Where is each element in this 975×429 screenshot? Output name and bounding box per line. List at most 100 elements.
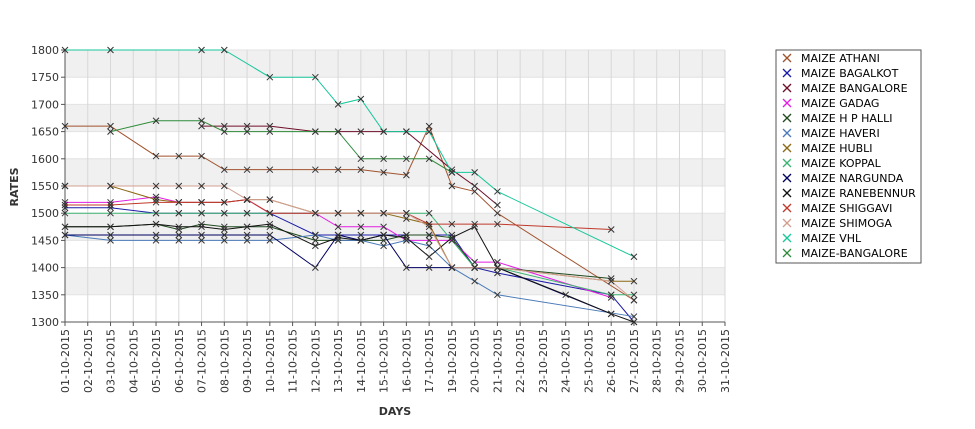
legend-item: MAIZE VHL	[782, 232, 862, 245]
data-point	[448, 169, 456, 176]
x-tick-label: 06-10-2015	[173, 329, 186, 393]
data-point	[61, 209, 69, 217]
data-point	[198, 198, 205, 206]
x-tick-label: 16-10-2015	[400, 329, 413, 393]
x-tick-label: 24-10-2015	[560, 329, 573, 393]
data-point	[403, 234, 410, 242]
data-point	[357, 128, 365, 135]
data-point	[448, 182, 456, 190]
data-point	[607, 226, 615, 233]
data-point	[198, 223, 205, 231]
legend-item: MAIZE HUBLI	[782, 142, 872, 155]
data-point	[380, 231, 387, 239]
data-point	[380, 242, 387, 250]
series-path	[64, 234, 635, 318]
y-tick-label: 1600	[31, 153, 59, 166]
data-point	[220, 209, 228, 217]
data-point	[311, 128, 319, 135]
legend-item: MAIZE GADAG	[782, 97, 879, 110]
data-point	[425, 155, 433, 163]
data-point	[107, 223, 114, 231]
data-point	[198, 152, 205, 160]
x-tick-label: 12-10-2015	[309, 329, 322, 393]
data-point	[494, 264, 501, 271]
legend-item: MAIZE BAGALKOT	[782, 67, 899, 80]
data-point	[448, 264, 456, 271]
data-point	[266, 128, 274, 135]
x-tick-label: 01-10-2015	[59, 329, 72, 393]
data-point	[334, 209, 342, 217]
data-point	[380, 128, 387, 135]
data-point	[220, 226, 228, 233]
y-tick-label: 1350	[31, 289, 59, 302]
data-point	[175, 182, 183, 190]
data-point	[311, 209, 319, 217]
data-point	[311, 237, 319, 244]
series-line	[107, 117, 456, 176]
data-point	[471, 220, 479, 228]
data-point	[198, 122, 205, 130]
data-point	[494, 201, 501, 209]
data-point	[494, 188, 501, 195]
data-point	[425, 209, 433, 217]
data-point	[448, 234, 456, 242]
x-tick-label: 21-10-2015	[491, 329, 504, 393]
data-point	[61, 182, 69, 190]
data-point	[220, 166, 228, 174]
x-tick-label: 22-10-2015	[514, 329, 527, 393]
x-tick-label: 23-10-2015	[537, 329, 550, 393]
legend-item: MAIZE SHIMOGA	[782, 217, 892, 230]
y-tick-label: 1550	[31, 180, 59, 193]
legend-label: MAIZE HUBLI	[801, 142, 872, 155]
data-point	[152, 117, 160, 125]
legend-item: MAIZE BANGALORE	[782, 82, 908, 95]
data-point	[107, 122, 114, 130]
data-point	[494, 209, 501, 217]
data-point	[630, 277, 638, 285]
data-point	[403, 215, 410, 222]
data-point	[61, 231, 69, 239]
series-line	[61, 220, 638, 326]
data-point	[198, 46, 205, 54]
data-point	[494, 269, 501, 277]
data-point	[266, 196, 274, 203]
data-point	[357, 223, 365, 231]
data-point	[311, 73, 319, 81]
legend-label: MAIZE RANEBENNUR	[801, 187, 916, 200]
data-point	[243, 231, 251, 239]
y-tick-label: 1700	[31, 98, 59, 111]
data-point	[175, 209, 183, 217]
data-point	[220, 122, 228, 130]
plot-background-bands	[65, 49, 725, 323]
data-point	[61, 204, 69, 212]
y-tick-label: 1450	[31, 234, 59, 247]
legend-label: MAIZE SHIMOGA	[801, 217, 892, 230]
legend-item: MAIZE SHIGGAVI	[782, 202, 892, 215]
data-point	[471, 169, 479, 176]
data-point	[107, 231, 114, 239]
data-point	[61, 223, 69, 231]
legend-label: MAIZE H P HALLI	[801, 112, 892, 125]
data-point	[220, 198, 228, 206]
data-point	[198, 209, 205, 217]
data-point	[630, 318, 638, 326]
data-point	[630, 291, 638, 299]
x-axis-title: DAYS	[379, 405, 412, 418]
data-point	[243, 122, 251, 130]
data-point	[198, 182, 205, 190]
data-point	[448, 237, 456, 244]
data-point	[607, 277, 615, 285]
y-tick-label: 1800	[31, 44, 59, 57]
data-point	[220, 128, 228, 135]
legend-label: MAIZE VHL	[801, 232, 862, 245]
x-axis-ticks: 01-10-2015 02-10-2015 03-10-2015 04-10-2015…	[59, 322, 732, 393]
data-point	[266, 237, 274, 244]
x-tick-label: 02-10-2015	[82, 329, 95, 393]
data-point	[175, 223, 183, 231]
data-point	[357, 237, 365, 244]
legend-item: MAIZE ATHANI	[782, 52, 880, 65]
legend-label: MAIZE ATHANI	[801, 52, 880, 65]
grid-band	[65, 104, 725, 132]
data-point	[266, 73, 274, 81]
